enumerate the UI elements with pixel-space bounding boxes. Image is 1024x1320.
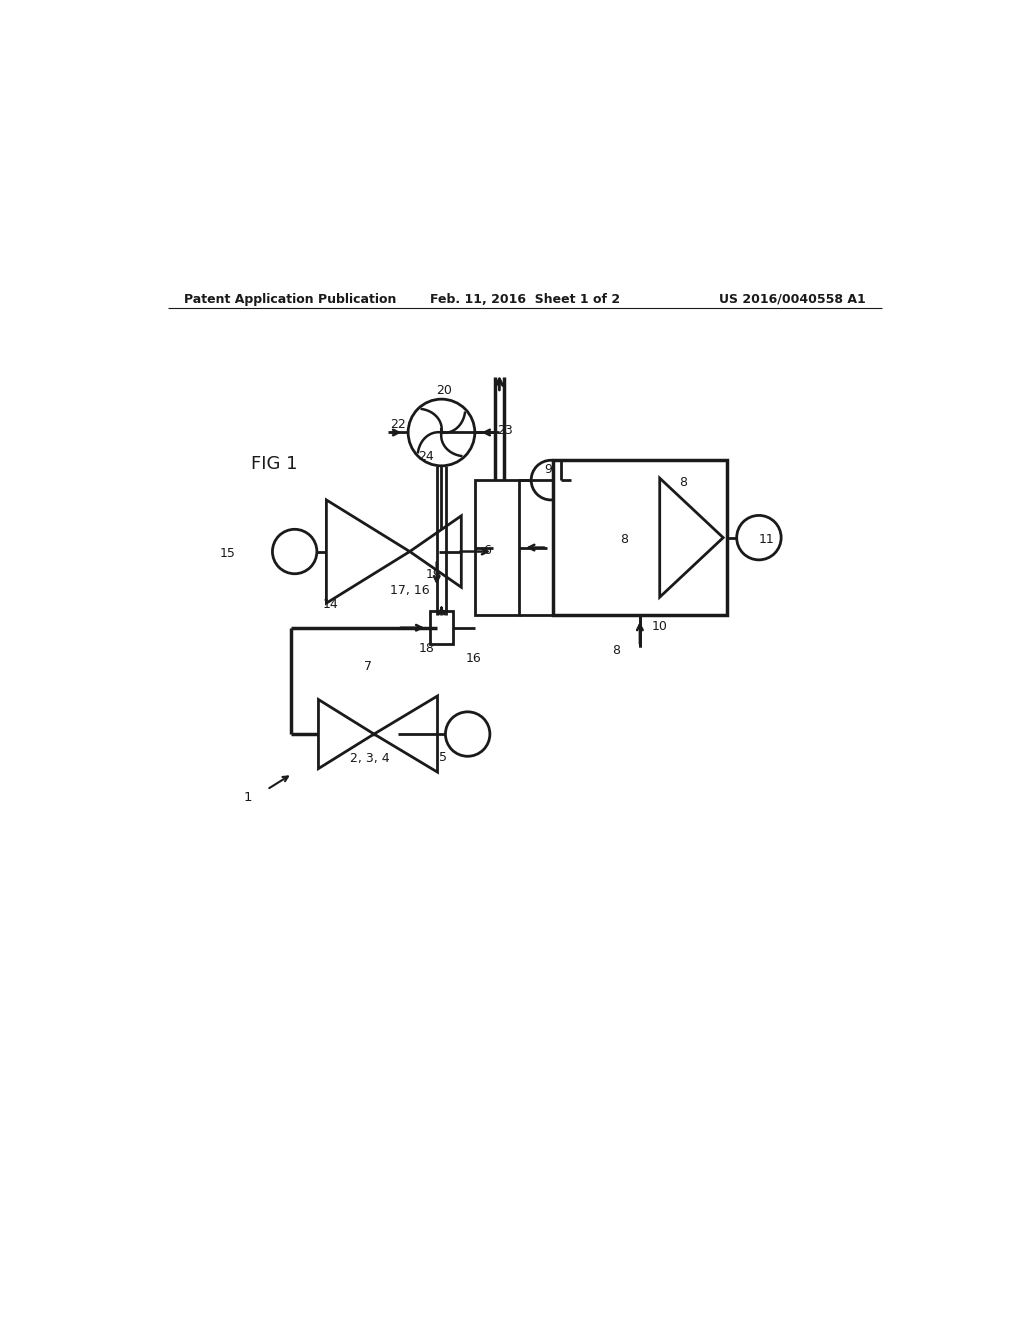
- Text: 15: 15: [219, 546, 236, 560]
- Polygon shape: [374, 696, 437, 772]
- Text: 14: 14: [323, 598, 338, 611]
- Text: 2, 3, 4: 2, 3, 4: [350, 752, 390, 766]
- Text: 10: 10: [652, 620, 668, 634]
- Text: 5: 5: [439, 751, 447, 763]
- Text: Patent Application Publication: Patent Application Publication: [183, 293, 396, 306]
- Text: 7: 7: [365, 660, 373, 673]
- Text: 18: 18: [419, 642, 434, 655]
- Text: 23: 23: [497, 424, 513, 437]
- Circle shape: [736, 515, 781, 560]
- Text: 22: 22: [390, 418, 406, 432]
- Text: 8: 8: [612, 644, 621, 657]
- Circle shape: [409, 399, 475, 466]
- Text: 16: 16: [465, 652, 481, 665]
- Polygon shape: [327, 500, 410, 603]
- Polygon shape: [659, 478, 723, 597]
- Bar: [430, 611, 454, 644]
- Circle shape: [272, 529, 316, 574]
- Text: 8: 8: [620, 533, 628, 546]
- Bar: [475, 480, 519, 615]
- Circle shape: [445, 711, 489, 756]
- Text: 24: 24: [418, 450, 433, 463]
- Polygon shape: [318, 700, 374, 768]
- Text: 6: 6: [483, 544, 492, 557]
- Text: Feb. 11, 2016  Sheet 1 of 2: Feb. 11, 2016 Sheet 1 of 2: [430, 293, 620, 306]
- Text: US 2016/0040558 A1: US 2016/0040558 A1: [719, 293, 866, 306]
- Text: 8: 8: [680, 477, 687, 488]
- Text: 11: 11: [759, 533, 775, 546]
- Bar: [553, 461, 727, 615]
- Text: 19: 19: [426, 568, 441, 581]
- Circle shape: [531, 461, 570, 500]
- Text: 17, 16: 17, 16: [390, 583, 429, 597]
- Polygon shape: [410, 516, 461, 587]
- Text: 1: 1: [243, 791, 252, 804]
- Text: 9: 9: [544, 463, 552, 477]
- Text: 20: 20: [436, 384, 452, 397]
- Text: FIG 1: FIG 1: [251, 455, 298, 474]
